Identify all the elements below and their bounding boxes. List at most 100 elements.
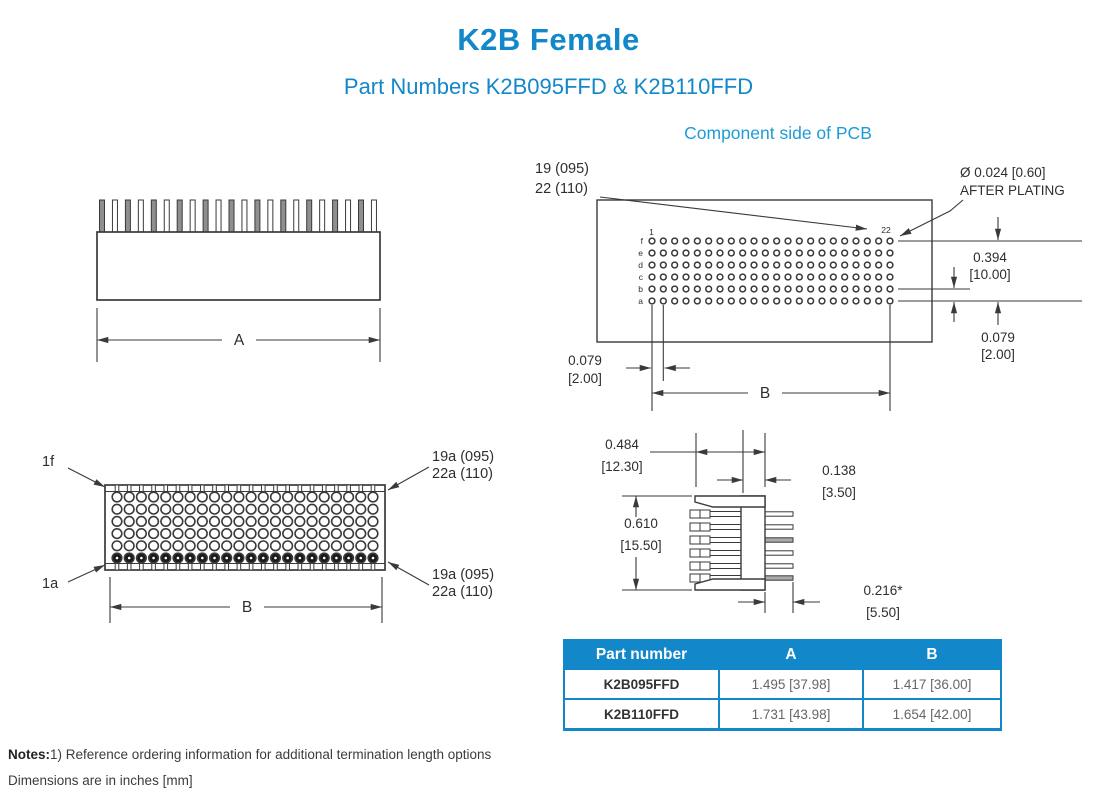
profile-top-flange — [694, 495, 766, 508]
front-hole — [318, 527, 330, 540]
contact-arm — [709, 550, 744, 556]
front-hole — [184, 503, 196, 515]
contact — [699, 548, 711, 558]
pcb-hole — [886, 297, 894, 305]
pin — [137, 199, 144, 235]
tooth — [260, 563, 266, 571]
front-hole — [355, 503, 367, 515]
front-hole — [355, 491, 367, 503]
dim-a-label: A — [234, 332, 245, 349]
front-hole — [257, 491, 269, 503]
pcb-hole — [795, 297, 803, 305]
pin — [202, 199, 209, 235]
dim-body-width-mm: [12.30] — [601, 459, 642, 474]
front-hole-center — [237, 556, 241, 560]
pcb-hole — [682, 237, 690, 245]
front-hole — [147, 491, 160, 503]
tooth — [175, 563, 181, 571]
front-hole-center — [225, 556, 229, 560]
front-hole — [294, 527, 306, 540]
profile-pin — [764, 537, 794, 543]
pcb-hole — [727, 285, 735, 293]
front-hole-center — [249, 556, 253, 560]
contact — [689, 548, 701, 558]
front-hole — [160, 503, 172, 515]
pcb-hole — [784, 237, 792, 245]
tooth — [273, 484, 278, 492]
pcb-hole — [875, 237, 883, 245]
tooth — [236, 484, 242, 492]
front-hole — [269, 503, 282, 515]
contact — [699, 535, 711, 545]
callout-1f: 1f — [42, 454, 55, 470]
pcb-hole — [750, 297, 758, 305]
dim-value-cell: 1.731 [43.98] — [718, 698, 864, 731]
pcb-hole — [716, 297, 724, 305]
notes-label: Notes: — [8, 747, 51, 762]
pcb-hole — [716, 285, 724, 293]
contact — [699, 509, 711, 519]
tooth — [297, 563, 303, 571]
pcb-hole — [659, 285, 667, 293]
tooth — [126, 484, 132, 492]
pcb-hole — [761, 285, 769, 293]
pin — [345, 199, 352, 235]
front-hole — [282, 540, 294, 552]
pcb-hole — [693, 237, 701, 245]
profile-pin — [764, 575, 794, 581]
front-hole — [135, 540, 147, 552]
front-hole — [367, 515, 379, 527]
pcb-hole — [705, 261, 713, 269]
pcb-hole — [841, 273, 849, 281]
pin-count-callout-1: 19 (095) — [535, 161, 589, 177]
pcb-hole — [761, 297, 769, 305]
front-hole — [294, 540, 306, 552]
front-hole — [196, 527, 208, 540]
front-hole — [172, 503, 184, 515]
pcb-hole — [773, 285, 781, 293]
col-header-a: A — [718, 639, 864, 670]
pin — [293, 199, 300, 235]
front-hole — [184, 540, 196, 552]
pcb-hole — [773, 249, 781, 257]
front-hole — [257, 540, 269, 552]
pcb-hole — [659, 237, 667, 245]
front-hole — [123, 503, 135, 515]
part-table-container: Part number A B K2B095FFD 1.495 [37.98] 1.… — [563, 639, 1002, 731]
front-hole — [306, 503, 318, 515]
profile-view-drawing: 0.484 [12.30] 0.138 [3.50] 0.610 [15.50]… — [580, 425, 950, 630]
front-hole — [196, 515, 208, 527]
dim-row-pitch-mm: [2.00] — [981, 347, 1015, 362]
tooth — [309, 484, 315, 492]
pcb-hole — [739, 261, 747, 269]
front-hole — [282, 527, 294, 540]
pcb-hole — [727, 261, 735, 269]
pcb-hole — [829, 285, 837, 293]
pcb-hole — [886, 249, 894, 257]
pcb-hole — [875, 249, 883, 257]
notes-line2: Dimensions are in inches [mm] — [8, 773, 193, 788]
front-hole — [221, 540, 233, 552]
front-hole-center — [359, 556, 363, 560]
pcb-hole — [875, 285, 883, 293]
tooth — [200, 484, 205, 492]
pcb-hole — [863, 249, 871, 257]
pcb-hole — [648, 249, 656, 257]
pcb-hole — [784, 261, 792, 269]
front-hole — [111, 540, 123, 552]
pcb-hole — [682, 249, 690, 257]
front-hole — [318, 491, 330, 503]
tooth — [346, 484, 351, 492]
connector-body — [96, 231, 381, 301]
tooth — [175, 484, 181, 492]
contact — [699, 561, 711, 571]
pcb-hole — [659, 249, 667, 257]
tooth — [248, 484, 254, 492]
notes-text: 1) Reference ordering information for ad… — [50, 747, 492, 762]
front-hole — [196, 491, 208, 503]
callout-1a: 1a — [42, 576, 59, 592]
front-hole-center — [298, 556, 302, 560]
front-hole-center — [274, 556, 277, 560]
tooth — [285, 484, 290, 492]
front-hole — [269, 515, 282, 527]
